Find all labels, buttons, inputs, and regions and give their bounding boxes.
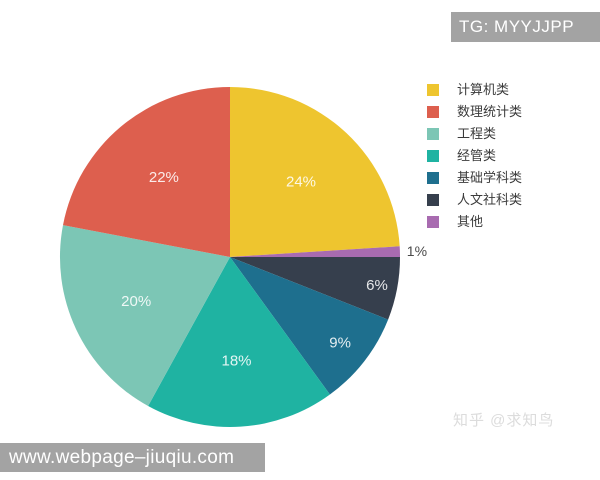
footer-url-badge: www.webpage–jiuqiu.com [0,443,265,472]
legend-label: 其他 [457,214,484,229]
legend-swatch-icon [427,150,439,162]
legend-label: 计算机类 [457,82,510,97]
pie-slice-5 [230,257,401,320]
pie-slice-4 [230,257,389,395]
pie-slice-percent-label: 6% [366,277,388,294]
pie-slice-percent-label: 1% [407,243,427,259]
legend-label: 工程类 [457,126,497,141]
pie-slice-3 [148,257,330,427]
pie-slice-1 [63,86,230,257]
pie-slice-percent-label: 24% [286,173,316,190]
tg-badge: TG: MYYJJPP [451,12,600,42]
pie-slice-percent-label: 20% [121,293,151,310]
watermark-label: 知乎 @求知鸟 [453,412,555,429]
legend-swatch-icon [427,216,439,228]
legend-item-6: 其他 [427,214,522,229]
legend-item-1: 数理统计类 [427,104,523,119]
legend-item-3: 经管类 [427,148,522,163]
pie-slice-percent-label: 22% [149,169,179,186]
legend-item-0: 计算机类 [427,82,522,97]
chart-legend: 计算机类数理统计类工程类经管类基础学科类人文社科类其他 [427,82,523,238]
pie-slice-0 [230,87,400,257]
legend-swatch-icon [427,84,439,96]
legend-swatch-icon [427,128,439,140]
legend-swatch-icon [427,172,439,184]
watermark: 知乎 @求知鸟 [453,409,554,430]
pie-slice-6 [230,246,401,257]
pie-slice-percent-label: 9% [329,334,351,351]
tg-badge-label: TG: MYYJJPP [459,17,575,36]
legend-label: 基础学科类 [457,170,523,185]
legend-item-2: 工程类 [427,126,522,141]
legend-swatch-icon [427,106,439,118]
footer-url-label: www.webpage–jiuqiu.com [9,446,235,468]
legend-item-4: 基础学科类 [427,170,523,185]
legend-label: 数理统计类 [457,104,523,119]
legend-label: 人文社科类 [457,192,523,207]
legend-label: 经管类 [457,148,497,163]
legend-swatch-icon [427,194,439,206]
pie-slice-2 [59,225,230,406]
legend-item-5: 人文社科类 [427,192,523,207]
pie-slice-percent-label: 18% [221,353,251,370]
